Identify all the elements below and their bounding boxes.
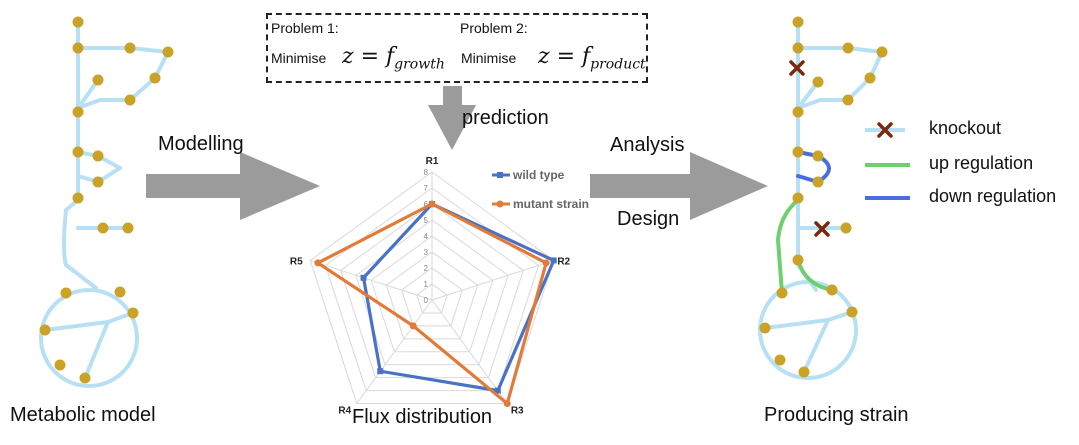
problem-box (266, 13, 648, 83)
network-cycle-spokes (43, 311, 135, 380)
radar-point (550, 257, 557, 264)
radar-point (494, 387, 501, 394)
problem-1-title: Problem 1: (271, 20, 339, 36)
radar-tick-label: 5 (424, 216, 429, 225)
radar-tick-label: 7 (424, 184, 429, 193)
radar-axis-label: R1 (426, 156, 439, 167)
radar-point (314, 259, 322, 267)
radar-spoke (310, 259, 433, 301)
prediction-arrow (428, 86, 476, 150)
radar-grid-ring (385, 251, 479, 340)
radar-tick-label: 8 (424, 168, 429, 177)
analysis-arrow (590, 152, 768, 220)
radar-spoke (431, 259, 554, 301)
strain-legend (865, 122, 910, 200)
radar-series (314, 200, 557, 408)
radar-grid-ring (324, 187, 540, 392)
radar-axis-labels: R1 R2 R3 R4 R5 (290, 156, 571, 417)
metabolic-model-nodes (39, 16, 174, 384)
radar-tick-label: 2 (424, 264, 429, 273)
analysis-label: Analysis (610, 134, 685, 156)
radar-tick-label: 6 (424, 200, 429, 209)
legend-knockout-icon (877, 122, 893, 138)
radar-grid-ring (355, 219, 509, 366)
radar-tick-label: 4 (424, 232, 429, 241)
radar-series-line (316, 202, 548, 406)
legend-down-regulation-label: down regulation (929, 186, 1057, 206)
radar-point (360, 274, 367, 281)
knockout-icon (814, 221, 830, 237)
problem-1-equation: z = fgrowth (342, 44, 445, 73)
radar-tick-label: 1 (424, 280, 429, 289)
strain-nodes (759, 16, 888, 378)
knockout-icon (789, 60, 805, 76)
radar-axis-label: R4 (338, 406, 351, 417)
radar-point (542, 259, 550, 267)
strain-network (758, 20, 884, 380)
design-label: Design (617, 208, 680, 230)
network-trunk (62, 20, 98, 290)
legend-wild-type-label: wild type (512, 168, 565, 182)
modelling-arrow (146, 152, 320, 220)
radar-grid-ring (309, 171, 555, 405)
problem-1-verb: Minimise (271, 50, 327, 66)
metabolic-model-network (39, 20, 170, 388)
modelling-label: Modelling (158, 133, 244, 155)
metabolic-model-label: Metabolic model (10, 404, 156, 426)
knockout-markers (789, 60, 830, 237)
up-regulation-path (775, 198, 834, 295)
legend-knockout-label: knockout (929, 118, 1002, 138)
radar-axis-label: R3 (511, 406, 524, 417)
radar-point (428, 200, 436, 208)
radar-tick-label: 0 (424, 296, 429, 305)
problem-2-title: Problem 2: (460, 20, 528, 36)
radar-spoke (356, 299, 433, 404)
strain-cycle-spokes (763, 310, 854, 374)
radar-tick-label: 3 (424, 248, 429, 257)
radar-grid-ring (340, 203, 524, 379)
radar-axis-label: R5 (290, 256, 303, 267)
flux-distribution-label: Flux distribution (352, 406, 493, 428)
problem-2-verb: Minimise (461, 50, 517, 66)
producing-strain-label: Producing strain (764, 404, 909, 426)
radar-point (503, 400, 511, 408)
radar-point (409, 322, 417, 330)
radar-grid-ring (416, 283, 448, 314)
problem-2-equation: z = fproduct (538, 44, 646, 73)
network-cycle (39, 288, 139, 388)
legend-up-regulation-label: up regulation (929, 153, 1034, 173)
network-branch-mid (76, 150, 122, 184)
radar-point (377, 368, 384, 375)
prediction-label: prediction (462, 107, 549, 129)
radar-grid-ring (370, 235, 494, 353)
legend-mutant-strain-label: mutant strain (513, 197, 589, 211)
radar-series-line (361, 202, 556, 393)
radar-grid-ring (400, 267, 464, 327)
radar-tick-labels: 0 1 2 3 4 5 6 7 8 (424, 168, 429, 305)
radar-grid (309, 171, 555, 405)
radar-spoke (431, 299, 508, 404)
radar-legend: wild type mutant strain (492, 168, 589, 211)
radar-axis-label: R2 (557, 256, 570, 267)
